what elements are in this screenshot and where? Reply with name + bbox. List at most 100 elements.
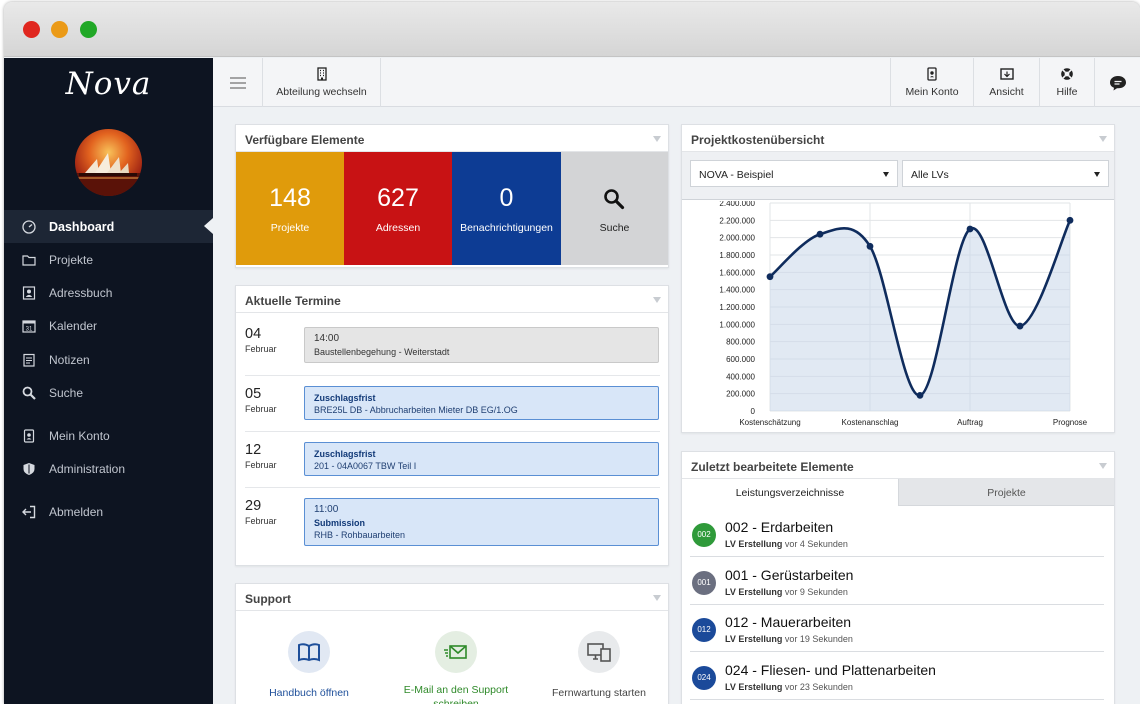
- projects-tile[interactable]: 148 Projekte: [236, 152, 344, 265]
- recent-tabs: Leistungsverzeichnisse Projekte: [682, 479, 1114, 506]
- search-label: Suche: [599, 222, 630, 234]
- view-button[interactable]: Ansicht: [973, 58, 1039, 107]
- sidebar-item-projekte[interactable]: Projekte: [4, 243, 213, 276]
- gauge-icon: [22, 219, 36, 234]
- appointment-box[interactable]: Zuschlagsfrist 201 - 04A0067 TBW Teil I: [304, 442, 659, 476]
- addresses-label: Adressen: [375, 222, 421, 234]
- sidebar-item-administration[interactable]: Administration: [4, 452, 213, 485]
- notifications-tile[interactable]: 0 Benachrichtigungen: [452, 152, 561, 265]
- hamburger-icon: [229, 76, 246, 89]
- collapse-arrow-icon[interactable]: [1099, 463, 1107, 469]
- item-title: 002 - Erdarbeiten: [725, 519, 834, 535]
- app-logo: Nova: [65, 66, 152, 102]
- sidebar-item-label: Dashboard: [49, 219, 115, 234]
- appointment-box[interactable]: 11:00 Submission RHB - Rohbauarbeiten: [304, 498, 659, 546]
- close-window-button[interactable]: [23, 21, 40, 38]
- data-point: [916, 392, 924, 399]
- chat-bubble-icon: [1109, 75, 1126, 90]
- sidebar-item-label: Abmelden: [49, 504, 104, 519]
- y-tick-label: 800.000: [726, 338, 755, 347]
- item-action: LV Erstellung: [725, 634, 783, 644]
- sidebar-item-dashboard[interactable]: Dashboard: [4, 210, 213, 243]
- item-title: 001 - Gerüstarbeiten: [725, 567, 854, 583]
- mail-icon: [435, 631, 477, 673]
- search-tile[interactable]: Suche: [561, 152, 668, 265]
- appointment-month: Februar: [245, 344, 277, 354]
- appointment-month: Februar: [245, 516, 277, 526]
- list-item[interactable]: 002 002 - Erdarbeiten LV Erstellung vor …: [690, 510, 1104, 557]
- avatar[interactable]: [75, 129, 142, 196]
- manual-link[interactable]: Handbuch öffnen: [239, 631, 379, 699]
- sidebar-item-mein-konto[interactable]: Mein Konto: [4, 419, 213, 452]
- collapse-arrow-icon[interactable]: [653, 136, 661, 142]
- email-support-label: E-Mail an den Support schreiben: [403, 684, 509, 704]
- filter-bar: NOVA - Beispiel Alle LVs: [682, 152, 1114, 200]
- sidebar-item-kalender[interactable]: 31 Kalender: [4, 309, 213, 342]
- sidebar-item-label: Adressbuch: [49, 285, 113, 300]
- tab-leistungsverzeichnisse[interactable]: Leistungsverzeichnisse: [682, 479, 898, 506]
- collapse-arrow-icon[interactable]: [1099, 136, 1107, 142]
- search-icon: [604, 189, 625, 210]
- sidebar-item-abmelden[interactable]: Abmelden: [4, 495, 213, 528]
- y-tick-label: 1.800.000: [719, 251, 755, 260]
- item-time: vor 23 Sekunden: [784, 682, 853, 692]
- chat-button[interactable]: [1094, 58, 1140, 107]
- item-title: 024 - Fliesen- und Plattenarbeiten: [725, 662, 936, 678]
- sidebar-item-adressbuch[interactable]: Adressbuch: [4, 276, 213, 309]
- sidebar-item-label: Suche: [49, 385, 84, 400]
- search-icon: [22, 386, 36, 400]
- collapse-arrow-icon[interactable]: [653, 595, 661, 601]
- notifications-label: Benachrichtigungen: [460, 222, 553, 234]
- sidebar-item-label: Projekte: [49, 252, 94, 267]
- appointment-time: 14:00: [314, 333, 340, 344]
- remote-support-link[interactable]: Fernwartung starten: [529, 631, 669, 699]
- data-point: [1066, 216, 1074, 224]
- item-time: vor 19 Sekunden: [784, 634, 853, 644]
- appointment-day: 12: [245, 442, 262, 458]
- sidebar-item-label: Mein Konto: [49, 428, 110, 443]
- tab-projekte[interactable]: Projekte: [898, 479, 1114, 506]
- sidebar-item-suche[interactable]: Suche: [4, 376, 213, 409]
- project-select-value: NOVA - Beispiel: [699, 169, 774, 181]
- list-item[interactable]: 001 001 - Gerüstarbeiten LV Erstellung v…: [690, 558, 1104, 605]
- maximize-window-button[interactable]: [80, 21, 97, 38]
- switch-department-button[interactable]: Abteilung wechseln: [263, 58, 381, 107]
- divider: [690, 651, 1104, 652]
- menu-toggle-button[interactable]: [213, 58, 263, 107]
- collapse-arrow-icon[interactable]: [653, 297, 661, 303]
- view-icon: [999, 68, 1014, 80]
- sidebar-item-notizen[interactable]: Notizen: [4, 343, 213, 376]
- account-button[interactable]: Mein Konto: [890, 58, 973, 107]
- sidebar-item-label: Administration: [49, 461, 126, 476]
- calendar-icon-day: 31: [26, 326, 33, 332]
- appointment-day: 29: [245, 498, 262, 514]
- item-badge: 024: [692, 666, 716, 690]
- list-item[interactable]: 012 012 - Mauerarbeiten LV Erstellung vo…: [690, 605, 1104, 652]
- chevron-down-icon: [883, 172, 889, 177]
- x-tick-label: Auftrag: [957, 418, 983, 427]
- y-tick-label: 2.200.000: [719, 216, 755, 225]
- item-meta: LV Erstellung vor 23 Sekunden: [725, 682, 853, 692]
- sidebar-item-label: Kalender: [49, 318, 98, 333]
- addresses-tile[interactable]: 627 Adressen: [344, 152, 452, 265]
- sidebar: Nova Dashboard Projekte Adressbuch: [4, 58, 213, 704]
- appointment-box[interactable]: Zuschlagsfrist BRE25L DB - Abbrucharbeit…: [304, 386, 659, 420]
- recent-elements-panel: Zuletzt bearbeitete Elemente Leistungsve…: [681, 451, 1115, 704]
- logout-icon: [22, 505, 36, 519]
- lv-select[interactable]: Alle LVs: [902, 160, 1109, 187]
- notifications-count: 0: [499, 184, 514, 212]
- appointment-heading: Zuschlagsfrist: [314, 449, 376, 459]
- panel-title: Zuletzt bearbeitete Elemente: [682, 452, 1114, 479]
- data-point: [966, 225, 974, 233]
- help-button[interactable]: Hilfe: [1039, 58, 1094, 107]
- panel-title: Verfügbare Elemente: [236, 125, 668, 152]
- appointment-day: 04: [245, 326, 262, 342]
- divider: [690, 604, 1104, 605]
- appointment-box[interactable]: 14:00 Baustellenbegehung - Weiterstadt: [304, 327, 659, 363]
- item-meta: LV Erstellung vor 19 Sekunden: [725, 634, 853, 644]
- item-badge: 012: [692, 618, 716, 642]
- project-select[interactable]: NOVA - Beispiel: [690, 160, 898, 187]
- list-item[interactable]: 024 024 - Fliesen- und Plattenarbeiten L…: [690, 653, 1104, 700]
- minimize-window-button[interactable]: [51, 21, 68, 38]
- email-support-link[interactable]: E-Mail an den Support schreiben: [386, 631, 526, 704]
